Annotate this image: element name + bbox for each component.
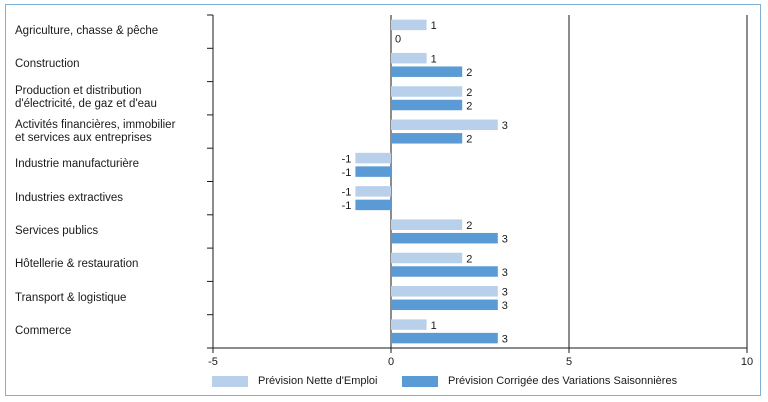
category-label: Services publics bbox=[15, 225, 205, 238]
bar-series-1 bbox=[355, 152, 391, 164]
category-label: Industries extractives bbox=[15, 192, 205, 205]
category-label-line: Activités financières, immobilier bbox=[15, 118, 176, 131]
bar-series-1 bbox=[391, 86, 463, 97]
bar-series-2 bbox=[391, 99, 463, 111]
category-label: Transport & logistique bbox=[15, 292, 205, 305]
category-label: Activités financières, immobilier et serv… bbox=[15, 119, 205, 145]
bar-series-1 bbox=[391, 52, 427, 64]
legend-label-series-1: Prévision Nette d'Emploi bbox=[258, 375, 378, 387]
legend-label-series-2: Prévision Corrigée des Variations Saison… bbox=[448, 375, 678, 387]
bar-series-2 bbox=[391, 66, 463, 77]
category-label: Construction bbox=[15, 58, 205, 71]
category-label-line: Industrie manufacturière bbox=[15, 158, 140, 171]
data-label: 3 bbox=[502, 233, 508, 245]
bar-series-2 bbox=[391, 133, 463, 144]
x-tick-label: 10 bbox=[741, 356, 753, 368]
data-label: 3 bbox=[502, 120, 508, 132]
bar-series-2 bbox=[391, 266, 498, 277]
bar-series-1 bbox=[391, 219, 463, 230]
data-label: -1 bbox=[342, 200, 352, 212]
data-label: 3 bbox=[502, 267, 508, 279]
category-label-line: d'électricité, de gaz et d'eau bbox=[15, 98, 157, 111]
data-label: 2 bbox=[466, 134, 472, 146]
legend-item-series-1: Prévision Nette d'Emploi bbox=[212, 375, 378, 387]
category-label-line: Industries extractives bbox=[15, 191, 124, 204]
category-label-line: Construction bbox=[15, 58, 80, 71]
category-label: Hôtellerie & restauration bbox=[15, 258, 205, 271]
bar-series-2 bbox=[391, 332, 498, 344]
category-label: Agriculture, chasse & pêche bbox=[15, 25, 205, 38]
x-tick-label: 0 bbox=[388, 356, 394, 368]
category-label-line: Agriculture, chasse & pêche bbox=[15, 25, 159, 38]
bar-series-1 bbox=[391, 19, 427, 31]
data-label: 3 bbox=[502, 300, 508, 312]
bar-series-2 bbox=[355, 166, 391, 177]
category-label-line: et services aux entreprises bbox=[15, 131, 152, 144]
data-label: 2 bbox=[466, 67, 472, 79]
data-label: 2 bbox=[466, 220, 472, 232]
category-label: Production et distribution d'électricité,… bbox=[15, 85, 205, 111]
data-label: 3 bbox=[502, 287, 508, 299]
category-label-line: Services publics bbox=[15, 224, 99, 237]
category-label: Commerce bbox=[15, 325, 205, 338]
chart-frame bbox=[5, 4, 761, 396]
x-tick-label: 5 bbox=[566, 356, 572, 368]
bar-series-2 bbox=[391, 299, 498, 311]
bar-series-2 bbox=[391, 232, 498, 244]
legend-swatch-series-2 bbox=[402, 375, 438, 387]
x-tick-label: -5 bbox=[208, 356, 218, 368]
category-label: Industrie manufacturière bbox=[15, 158, 205, 171]
legend-item-series-2: Prévision Corrigée des Variations Saison… bbox=[402, 375, 677, 387]
bar-series-1 bbox=[391, 319, 427, 330]
data-label: 1 bbox=[431, 320, 437, 332]
data-label: 2 bbox=[466, 87, 472, 99]
data-label: 2 bbox=[466, 100, 472, 112]
data-label: 2 bbox=[466, 253, 472, 265]
category-label-line: Hôtellerie & restauration bbox=[15, 258, 139, 271]
data-label: 3 bbox=[502, 333, 508, 345]
category-label-line: Transport & logistique bbox=[15, 291, 127, 304]
data-label: 1 bbox=[431, 20, 437, 32]
category-label-line: Production et distribution bbox=[15, 85, 142, 98]
data-label: -1 bbox=[342, 167, 352, 179]
bar-series-1 bbox=[391, 286, 498, 297]
bar-series-1 bbox=[391, 119, 498, 131]
data-label: 0 bbox=[395, 34, 401, 46]
bar-series-2 bbox=[355, 199, 391, 211]
legend-swatch-series-1 bbox=[212, 375, 248, 387]
bar-series-1 bbox=[355, 186, 391, 197]
data-label: 1 bbox=[431, 53, 437, 65]
bar-series-1 bbox=[391, 252, 463, 264]
data-label: -1 bbox=[342, 153, 352, 165]
category-label-line: Commerce bbox=[15, 324, 72, 337]
data-label: -1 bbox=[342, 187, 352, 199]
